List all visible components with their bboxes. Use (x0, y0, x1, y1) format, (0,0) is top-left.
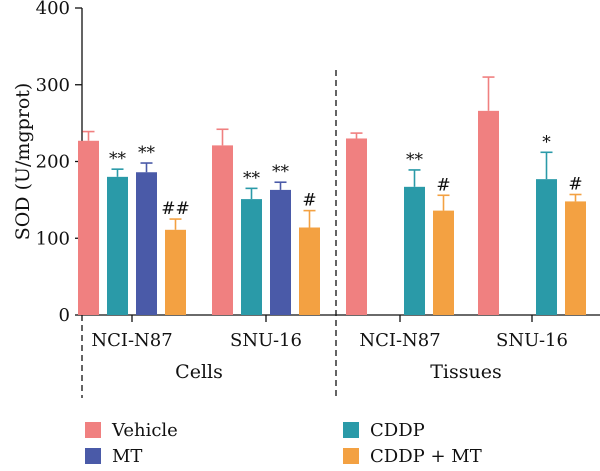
x-category-label: SNU-16 (496, 330, 568, 351)
significance-label: ** (243, 168, 261, 188)
legend-swatch (85, 448, 101, 464)
legend-swatch (85, 422, 101, 438)
bar (241, 199, 262, 315)
x-category-label: NCI-N87 (91, 330, 172, 351)
bars (78, 76, 586, 315)
bar (270, 189, 291, 315)
y-tick-label: 300 (36, 75, 70, 96)
significance-label: # (436, 175, 450, 195)
bar (299, 227, 320, 315)
significance-label: ** (138, 143, 156, 163)
bar (433, 210, 454, 315)
significance-label: ## (161, 199, 190, 219)
significance-label: ** (109, 149, 127, 169)
x-category-label: SNU-16 (230, 330, 302, 351)
axes: 0 100 200 300 400 SOD (U/mgprot) (12, 0, 600, 398)
x-group-label: Cells (175, 361, 223, 383)
bar (346, 138, 367, 315)
significance-label: * (542, 132, 551, 152)
y-tick-label: 400 (36, 0, 70, 19)
significance-label: # (568, 175, 582, 195)
bar (165, 229, 186, 315)
legend: Vehicle MT CDDP CDDP + MT (85, 420, 482, 467)
y-tick-label: 100 (36, 228, 70, 249)
legend-label: MT (112, 446, 142, 467)
significance-label: # (302, 191, 316, 211)
significance-label: ** (406, 150, 424, 170)
significance-annotations: ** ** ## ** ** # ** # * # (109, 132, 583, 219)
bar (107, 176, 128, 315)
x-group-label: Tissues (430, 361, 501, 383)
significance-label: ** (272, 162, 290, 182)
legend-swatch (343, 448, 359, 464)
bar (404, 186, 425, 315)
bar (536, 179, 557, 315)
bar (78, 140, 99, 315)
bar (478, 110, 499, 315)
y-axis-label: SOD (U/mgprot) (12, 83, 34, 241)
bar (136, 172, 157, 315)
y-tick-label: 200 (36, 152, 70, 173)
bar (565, 201, 586, 315)
x-category-label: NCI-N87 (359, 330, 440, 351)
bar (212, 145, 233, 315)
legend-label: Vehicle (111, 420, 178, 441)
legend-label: CDDP (370, 420, 425, 441)
legend-label: CDDP + MT (370, 446, 482, 467)
y-tick-label: 0 (59, 305, 70, 326)
legend-swatch (343, 422, 359, 438)
